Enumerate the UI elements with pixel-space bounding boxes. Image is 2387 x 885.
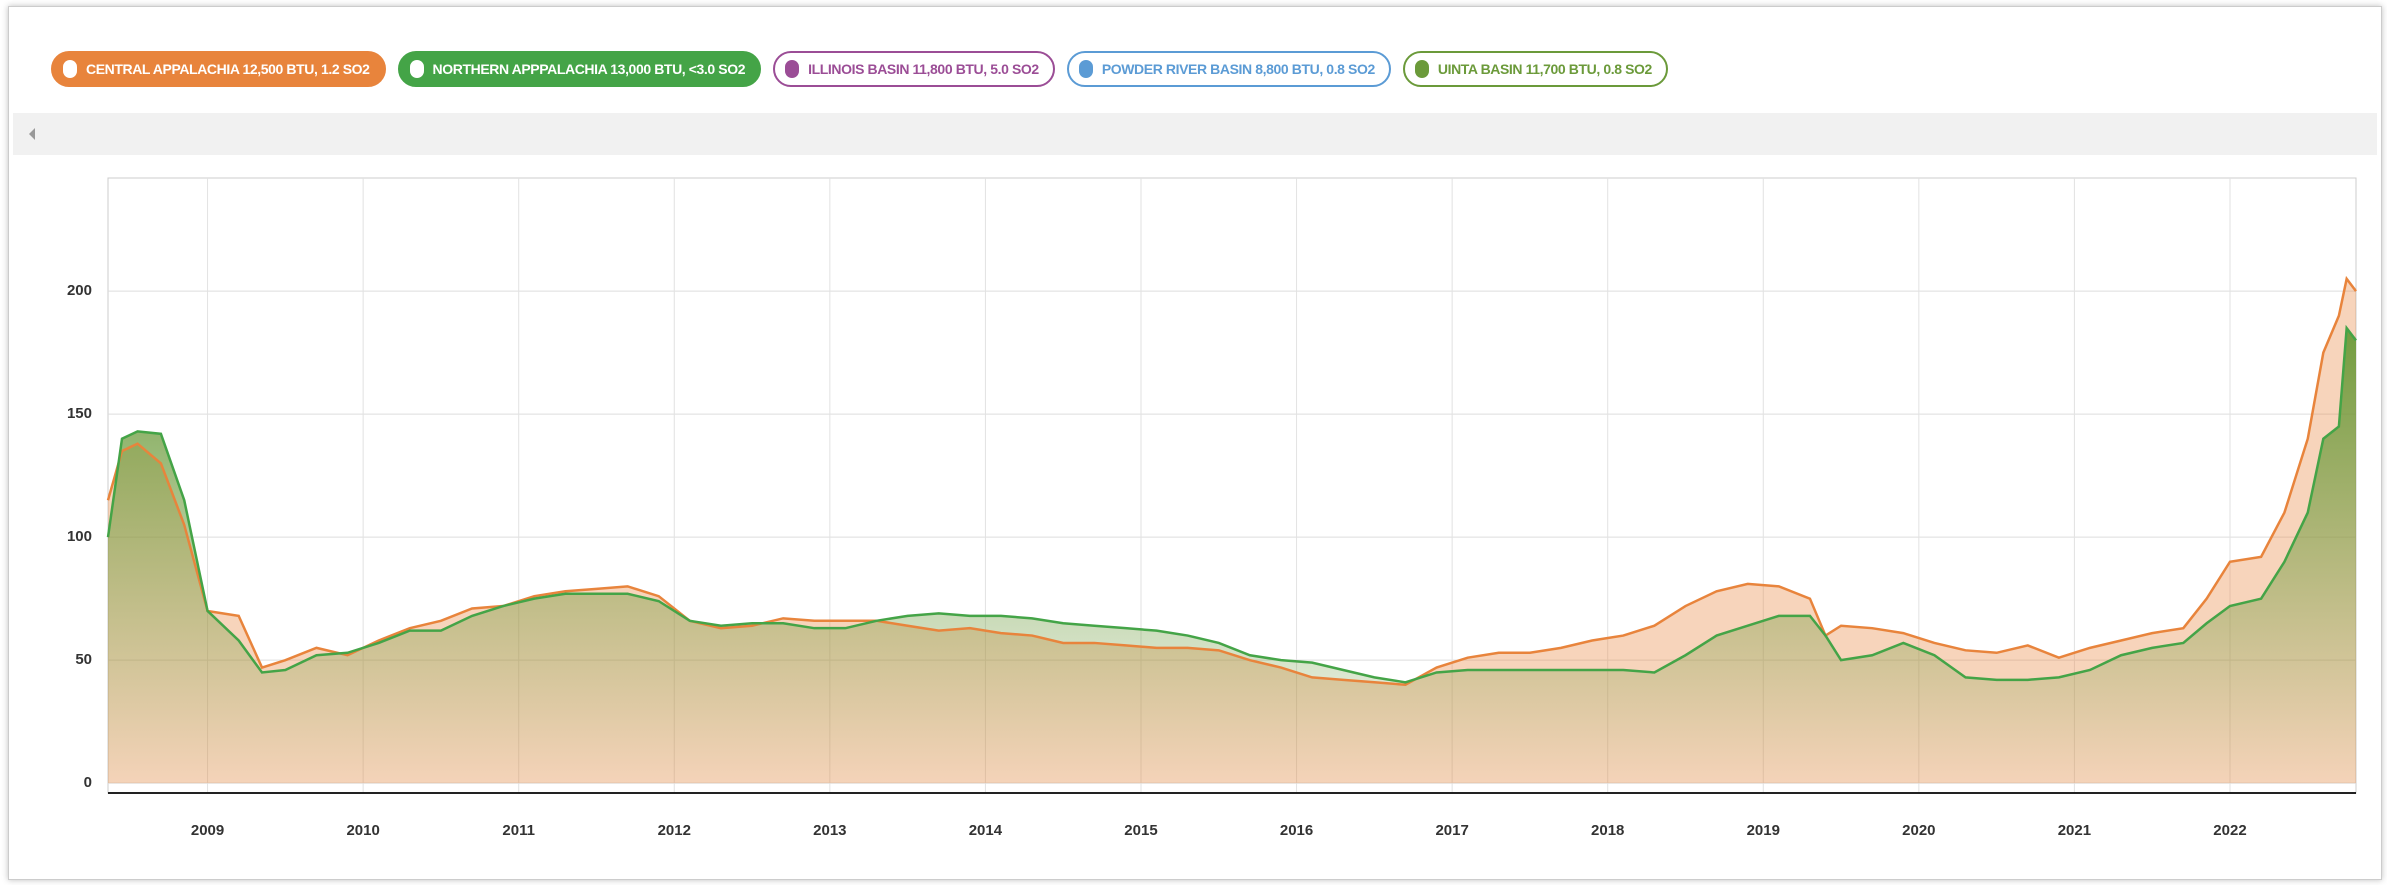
x-tick-label: 2011 — [502, 822, 535, 839]
legend-swatch — [409, 60, 424, 78]
x-tick-label: 2013 — [813, 822, 846, 839]
x-tick-label: 2017 — [1435, 822, 1468, 839]
x-tick-label: 2020 — [1902, 822, 1935, 839]
x-tick-label: 2022 — [2213, 822, 2246, 839]
x-tick-label: 2016 — [1280, 822, 1313, 839]
legend-label: CENTRAL APPALACHIA 12,500 BTU, 1.2 SO2 — [86, 61, 370, 77]
legend-label: NORTHERN APPPALACHIA 13,000 BTU, <3.0 SO… — [432, 61, 746, 77]
legend-swatch — [63, 60, 77, 78]
x-tick-label: 2012 — [658, 822, 691, 839]
legend-item[interactable]: NORTHERN APPPALACHIA 13,000 BTU, <3.0 SO… — [397, 51, 762, 87]
area-fill — [108, 328, 2356, 784]
x-tick-label: 2014 — [969, 822, 1003, 839]
legend-item[interactable]: UINTA BASIN 11,700 BTU, 0.8 SO2 — [1402, 51, 1668, 87]
collapse-arrow[interactable] — [29, 128, 35, 140]
legend-swatch — [1414, 60, 1429, 78]
legend-swatch — [785, 60, 800, 78]
legend: CENTRAL APPALACHIA 12,500 BTU, 1.2 SO2 NO… — [51, 51, 1668, 87]
x-tick-label: 2010 — [346, 822, 379, 839]
y-tick-label: 200 — [67, 282, 92, 299]
y-tick-label: 50 — [75, 651, 92, 668]
x-tick-label: 2015 — [1124, 822, 1157, 839]
y-tick-label: 0 — [84, 774, 92, 791]
x-tick-label: 2018 — [1591, 822, 1624, 839]
legend-label: UINTA BASIN 11,700 BTU, 0.8 SO2 — [1437, 61, 1652, 77]
x-tick-label: 2019 — [1747, 822, 1780, 839]
y-tick-label: 150 — [67, 405, 92, 422]
legend-item[interactable]: CENTRAL APPALACHIA 12,500 BTU, 1.2 SO2 — [51, 51, 386, 87]
x-tick-label: 2009 — [191, 822, 224, 839]
toolbar — [13, 113, 2377, 155]
legend-item[interactable]: POWDER RIVER BASIN 8,800 BTU, 0.8 SO2 — [1066, 51, 1391, 87]
series-line — [106, 324, 2357, 684]
legend-label: ILLINOIS BASIN 11,800 BTU, 5.0 SO2 — [808, 61, 1039, 77]
legend-label: POWDER RIVER BASIN 8,800 BTU, 0.8 SO2 — [1101, 61, 1375, 77]
series-line — [106, 275, 2357, 687]
x-tick-label: 2021 — [2058, 822, 2091, 839]
legend-item[interactable]: ILLINOIS BASIN 11,800 BTU, 5.0 SO2 — [773, 51, 1055, 87]
legend-swatch — [1078, 60, 1093, 78]
y-tick-label: 100 — [67, 528, 92, 545]
